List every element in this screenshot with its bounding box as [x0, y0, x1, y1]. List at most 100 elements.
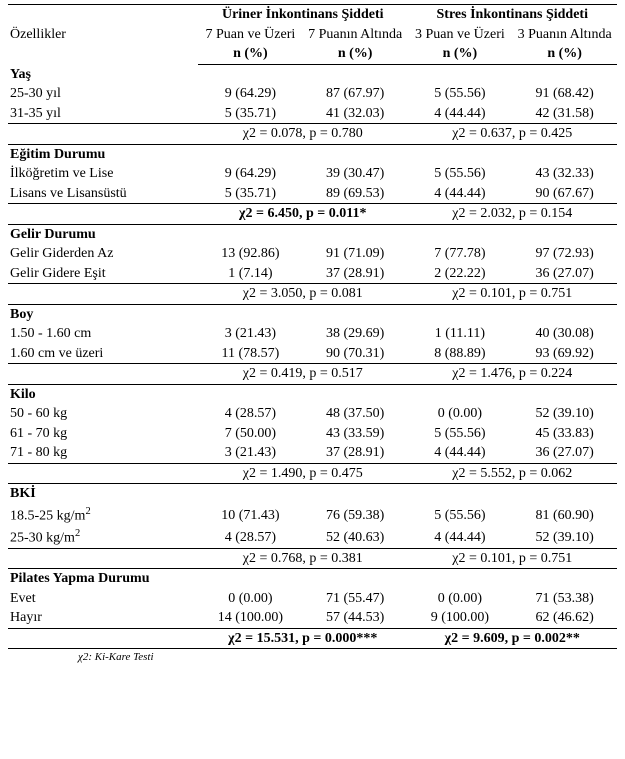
cell-value: 4 (28.57) — [198, 404, 303, 424]
cell-value: 4 (44.44) — [408, 184, 513, 204]
footnote: χ2: Ki-Kare Testi — [8, 649, 617, 663]
row-label: 1.60 cm ve üzeri — [8, 344, 198, 364]
cell-value: 90 (70.31) — [303, 344, 408, 364]
stat-row: χ2 = 6.450, p = 0.011*χ2 = 2.032, p = 0.… — [8, 204, 617, 225]
cell-value: 40 (30.08) — [512, 324, 617, 344]
section-title: Yaş — [8, 64, 617, 84]
cell-value: 3 (21.43) — [198, 324, 303, 344]
stat-stres: χ2 = 5.552, p = 0.062 — [408, 463, 618, 484]
stat-stres: χ2 = 0.101, p = 0.751 — [408, 284, 618, 305]
stat-row: χ2 = 3.050, p = 0.081χ2 = 0.101, p = 0.7… — [8, 284, 617, 305]
stat-uriner: χ2 = 3.050, p = 0.081 — [198, 284, 408, 305]
stat-row: χ2 = 0.768, p = 0.381χ2 = 0.101, p = 0.7… — [8, 548, 617, 569]
section-title: Gelir Durumu — [8, 224, 617, 244]
stat-row: χ2 = 15.531, p = 0.000***χ2 = 9.609, p =… — [8, 628, 617, 649]
table-row: 1.50 - 1.60 cm3 (21.43)38 (29.69)1 (11.1… — [8, 324, 617, 344]
header-group-uriner: Üriner İnkontinans Şiddeti — [198, 5, 408, 25]
cell-value: 7 (50.00) — [198, 424, 303, 444]
cell-value: 52 (39.10) — [512, 526, 617, 549]
cell-value: 5 (55.56) — [408, 164, 513, 184]
table-row: 31-35 yıl5 (35.71)41 (32.03)4 (44.44)42 … — [8, 104, 617, 124]
cell-value: 5 (35.71) — [198, 104, 303, 124]
section-title: Boy — [8, 304, 617, 324]
row-label: 71 - 80 kg — [8, 443, 198, 463]
cell-value: 1 (7.14) — [198, 264, 303, 284]
table-row: 18.5-25 kg/m210 (71.43)76 (59.38)5 (55.5… — [8, 504, 617, 526]
stat-blank — [8, 548, 198, 569]
row-label: Hayır — [8, 608, 198, 628]
section-title: Kilo — [8, 384, 617, 404]
table-row: 61 - 70 kg7 (50.00)43 (33.59)5 (55.56)45… — [8, 424, 617, 444]
cell-value: 38 (29.69) — [303, 324, 408, 344]
header-npct-1: n (%) — [198, 44, 303, 64]
cell-value: 3 (21.43) — [198, 443, 303, 463]
table-row: Hayır14 (100.00)57 (44.53)9 (100.00)62 (… — [8, 608, 617, 628]
cell-value: 90 (67.67) — [512, 184, 617, 204]
section-title: Eğitim Durumu — [8, 144, 617, 164]
table-row: Gelir Giderden Az13 (92.86)91 (71.09)7 (… — [8, 244, 617, 264]
cell-value: 37 (28.91) — [303, 443, 408, 463]
cell-value: 81 (60.90) — [512, 504, 617, 526]
cell-value: 76 (59.38) — [303, 504, 408, 526]
table-row: 25-30 kg/m24 (28.57)52 (40.63)4 (44.44)5… — [8, 526, 617, 549]
cell-value: 48 (37.50) — [303, 404, 408, 424]
table-body: Yaş25-30 yıl9 (64.29)87 (67.97)5 (55.56)… — [8, 64, 617, 649]
row-label: Gelir Gidere Eşit — [8, 264, 198, 284]
stat-stres: χ2 = 0.101, p = 0.751 — [408, 548, 618, 569]
row-label: İlköğretim ve Lise — [8, 164, 198, 184]
header-npct-2: n (%) — [303, 44, 408, 64]
cell-value: 0 (0.00) — [198, 589, 303, 609]
cell-value: 0 (0.00) — [408, 589, 513, 609]
header-ozellikler: Özellikler — [8, 5, 198, 65]
cell-value: 43 (32.33) — [512, 164, 617, 184]
stat-uriner: χ2 = 0.419, p = 0.517 — [198, 364, 408, 385]
cell-value: 5 (35.71) — [198, 184, 303, 204]
stat-uriner: χ2 = 6.450, p = 0.011* — [198, 204, 408, 225]
cell-value: 52 (40.63) — [303, 526, 408, 549]
header-npct-3: n (%) — [408, 44, 513, 64]
stat-stres: χ2 = 0.637, p = 0.425 — [408, 124, 618, 145]
stat-stres: χ2 = 9.609, p = 0.002** — [408, 628, 618, 649]
cell-value: 0 (0.00) — [408, 404, 513, 424]
stat-blank — [8, 628, 198, 649]
stat-uriner: χ2 = 1.490, p = 0.475 — [198, 463, 408, 484]
cell-value: 57 (44.53) — [303, 608, 408, 628]
cell-value: 1 (11.11) — [408, 324, 513, 344]
cell-value: 36 (27.07) — [512, 443, 617, 463]
row-label: 61 - 70 kg — [8, 424, 198, 444]
table-row: 50 - 60 kg4 (28.57)48 (37.50)0 (0.00)52 … — [8, 404, 617, 424]
stat-uriner: χ2 = 0.768, p = 0.381 — [198, 548, 408, 569]
cell-value: 5 (55.56) — [408, 84, 513, 104]
stat-uriner: χ2 = 15.531, p = 0.000*** — [198, 628, 408, 649]
stat-blank — [8, 463, 198, 484]
cell-value: 7 (77.78) — [408, 244, 513, 264]
cell-value: 93 (69.92) — [512, 344, 617, 364]
row-label: 18.5-25 kg/m2 — [8, 504, 198, 526]
section-title: Pilates Yapma Durumu — [8, 569, 617, 589]
cell-value: 91 (68.42) — [512, 84, 617, 104]
cell-value: 41 (32.03) — [303, 104, 408, 124]
cell-value: 87 (67.97) — [303, 84, 408, 104]
cell-value: 4 (44.44) — [408, 104, 513, 124]
cell-value: 13 (92.86) — [198, 244, 303, 264]
cell-value: 71 (55.47) — [303, 589, 408, 609]
cell-value: 43 (33.59) — [303, 424, 408, 444]
header-group-stres: Stres İnkontinans Şiddeti — [408, 5, 618, 25]
row-label: Lisans ve Lisansüstü — [8, 184, 198, 204]
cell-value: 89 (69.53) — [303, 184, 408, 204]
stat-blank — [8, 124, 198, 145]
cell-value: 62 (46.62) — [512, 608, 617, 628]
stat-blank — [8, 204, 198, 225]
results-table: Özellikler Üriner İnkontinans Şiddeti St… — [8, 4, 617, 649]
table-row: Lisans ve Lisansüstü5 (35.71)89 (69.53)4… — [8, 184, 617, 204]
cell-value: 36 (27.07) — [512, 264, 617, 284]
table-row: İlköğretim ve Lise9 (64.29)39 (30.47)5 (… — [8, 164, 617, 184]
cell-value: 4 (44.44) — [408, 443, 513, 463]
row-label: Evet — [8, 589, 198, 609]
cell-value: 52 (39.10) — [512, 404, 617, 424]
stat-uriner: χ2 = 0.078, p = 0.780 — [198, 124, 408, 145]
header-sub-u-high: 7 Puan ve Üzeri — [198, 25, 303, 45]
cell-value: 42 (31.58) — [512, 104, 617, 124]
header-sub-u-low: 7 Puanın Altında — [303, 25, 408, 45]
table-row: 1.60 cm ve üzeri11 (78.57)90 (70.31)8 (8… — [8, 344, 617, 364]
